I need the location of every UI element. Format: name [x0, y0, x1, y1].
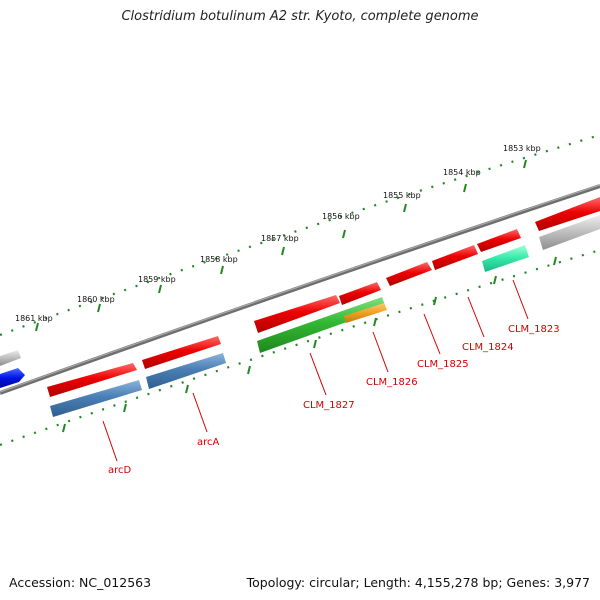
cds-feature[interactable]: [339, 282, 381, 305]
major-ticks-outer: [35, 159, 527, 332]
gene-grey-right[interactable]: [539, 215, 600, 250]
cds-feature[interactable]: [47, 363, 137, 397]
gene-labels: arcD arcA CLM_1827 CLM_1826 CLM_1825 CLM…: [108, 324, 560, 476]
label-leaders: [102, 279, 529, 462]
gene-track: [50, 215, 600, 417]
genome-backbone: [0, 184, 600, 395]
cds-feature[interactable]: [477, 229, 521, 252]
gene-label[interactable]: CLM_1825: [417, 359, 469, 370]
map-title: Clostridium botulinum A2 str. Kyoto, com…: [121, 9, 479, 24]
gene-label[interactable]: CLM_1823: [508, 324, 560, 335]
genome-backbone-highlight: [0, 184, 600, 393]
tick-label: 1859 kbp: [138, 275, 176, 284]
gene-label[interactable]: CLM_1827: [303, 400, 355, 411]
cds-feature[interactable]: [254, 295, 340, 333]
gene-CLM_1824[interactable]: [482, 245, 529, 272]
tick-label: 1855 kbp: [383, 191, 421, 200]
tick-label: 1856 kbp: [322, 212, 360, 221]
tick-label: 1858 kbp: [200, 255, 238, 264]
tick-label: 1860 kbp: [77, 295, 115, 304]
tick-label: 1857 kbp: [261, 234, 299, 243]
cds-feature[interactable]: [386, 262, 432, 286]
tick-label: 1854 kbp: [443, 168, 481, 177]
gene-label[interactable]: arcD: [108, 465, 132, 476]
cds-feature[interactable]: [142, 336, 221, 369]
tick-label: 1861 kbp: [15, 314, 53, 323]
gene-CLM_1826[interactable]: [344, 303, 387, 323]
gene-arcD[interactable]: [50, 380, 142, 417]
scale-labels: 1861 kbp 1860 kbp 1859 kbp 1858 kbp 1857…: [15, 144, 541, 323]
gene-arcA[interactable]: [146, 353, 226, 389]
gene-label[interactable]: CLM_1826: [366, 377, 418, 388]
gene-label[interactable]: arcA: [197, 437, 220, 448]
cds-feature[interactable]: [535, 197, 600, 231]
cds-feature[interactable]: [432, 245, 478, 270]
accession-label: Accession: NC_012563: [9, 575, 152, 590]
major-ticks-inner: [62, 256, 557, 433]
gene-CLM_1827[interactable]: [257, 297, 386, 353]
genome-stats: Topology: circular; Length: 4,155,278 bp…: [246, 575, 590, 590]
gene-feature-grey[interactable]: [0, 350, 21, 366]
gene-feature-darkblue[interactable]: [0, 368, 25, 388]
forward-cds-track: [0, 197, 600, 397]
gene-label[interactable]: CLM_1824: [462, 342, 514, 353]
tick-label: 1853 kbp: [503, 144, 541, 153]
